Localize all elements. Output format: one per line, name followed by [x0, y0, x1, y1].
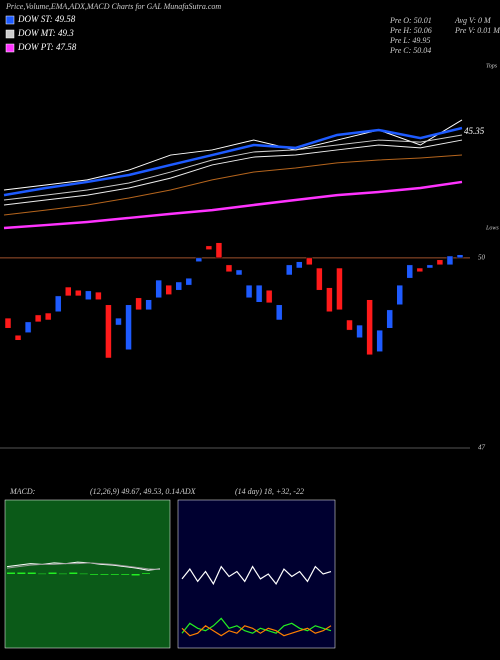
panel-title: MACD: [9, 487, 36, 496]
line [6, 562, 161, 571]
candle [406, 264, 414, 279]
line [6, 561, 161, 571]
candle [245, 284, 253, 299]
histogram-bar [121, 574, 130, 575]
candle [356, 324, 363, 338]
candle [396, 284, 403, 306]
candle [195, 257, 203, 262]
line [181, 625, 332, 637]
histogram-bar [58, 573, 67, 575]
candle [135, 297, 142, 311]
candle [165, 284, 172, 295]
histogram-bar [38, 573, 47, 575]
info-text: Avg V: 0 M [454, 16, 492, 25]
candle [34, 314, 42, 323]
line [181, 565, 332, 586]
candle [265, 289, 273, 304]
candle [215, 242, 223, 259]
candle [336, 267, 343, 311]
panel-title: ADX [179, 487, 197, 496]
candle [75, 289, 82, 297]
histogram-bar [79, 573, 88, 575]
candle [14, 334, 22, 341]
info-text: Pre H: 50.06 [389, 26, 432, 35]
candle [145, 299, 152, 311]
line [3, 139, 463, 206]
histogram-bar [69, 572, 78, 574]
legend-swatch [5, 29, 15, 39]
line [3, 126, 463, 197]
candle [456, 254, 464, 259]
candle [306, 257, 313, 266]
candle [436, 259, 444, 266]
line [3, 134, 463, 201]
candle [4, 317, 12, 329]
candle [285, 264, 293, 276]
candle [235, 269, 243, 276]
candle [185, 277, 193, 286]
histogram-bar [17, 572, 26, 574]
candle [326, 287, 333, 313]
candle [54, 295, 62, 313]
legend-swatch [5, 15, 15, 25]
panel-subtitle: (12,26,9) 49.67, 49.53, 0.14 [90, 487, 179, 496]
candle [316, 267, 323, 291]
y-tick-label: 47 [478, 444, 486, 452]
histogram-bar [48, 572, 57, 574]
info-text: Pre C: 50.04 [389, 46, 431, 55]
histogram-bar [110, 574, 119, 575]
histogram-bar [131, 574, 140, 576]
candle [225, 264, 233, 273]
legend-swatch [5, 43, 15, 53]
candle [175, 281, 183, 291]
candle [155, 279, 162, 299]
annotation: 45.35 [464, 126, 485, 136]
candle [125, 304, 132, 351]
candle [376, 329, 383, 352]
info-text: Pre L: 49.95 [389, 36, 430, 45]
legend-label: DOW PT: 47.58 [17, 42, 77, 52]
candle [296, 261, 303, 269]
candle [65, 286, 72, 297]
candle [44, 312, 52, 321]
panel-subtitle: (14 day) 18, +32, -22 [235, 487, 304, 496]
label: Tops [486, 63, 498, 69]
info-text: Pre V: 0.01 M [454, 26, 500, 35]
histogram-bar [100, 574, 109, 575]
legend-label: DOW ST: 49.58 [17, 14, 76, 24]
candle [366, 299, 373, 356]
candle [275, 304, 283, 321]
candle [426, 264, 434, 269]
candle [115, 317, 122, 326]
histogram-bar [90, 574, 99, 575]
candle [24, 321, 32, 333]
label: Lows [485, 225, 499, 231]
candle [95, 291, 102, 300]
candle [446, 255, 454, 266]
chart-title: Price,Volume,EMA,ADX,MACD Charts for GAL… [5, 2, 221, 11]
candle [346, 319, 353, 331]
legend-label: DOW MT: 49.3 [17, 28, 74, 38]
candle [205, 245, 213, 250]
line [3, 180, 463, 230]
candle [105, 304, 112, 359]
info-text: Pre O: 50.01 [389, 16, 432, 25]
candle [85, 290, 92, 300]
y-tick-label: 50 [478, 253, 486, 261]
candle [386, 309, 393, 329]
histogram-bar [142, 573, 150, 574]
candle [255, 284, 263, 303]
histogram-bar [27, 572, 36, 574]
candle [416, 267, 424, 273]
line [3, 154, 463, 216]
histogram-bar [7, 572, 15, 574]
